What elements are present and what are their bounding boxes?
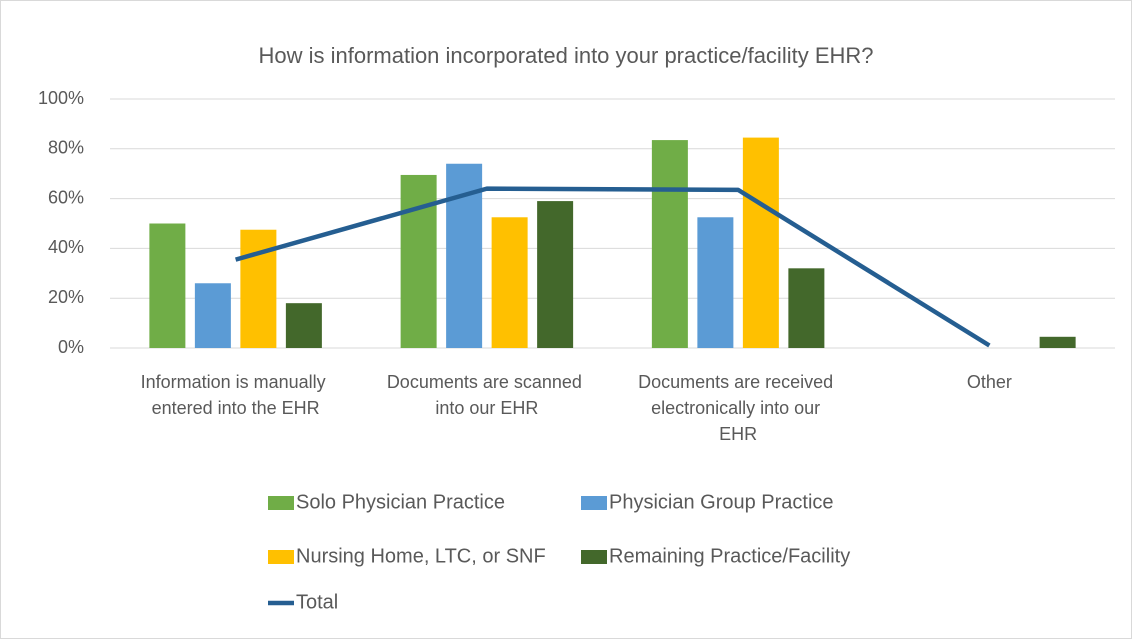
bar bbox=[400, 174, 437, 348]
bar bbox=[788, 268, 825, 348]
legend-swatch bbox=[581, 550, 607, 564]
bar bbox=[742, 137, 779, 348]
legend-swatch bbox=[581, 496, 607, 510]
y-tick-label: 100% bbox=[38, 88, 84, 108]
bar bbox=[149, 223, 186, 348]
legend-label: Remaining Practice/Facility bbox=[609, 545, 850, 567]
bar bbox=[194, 283, 231, 348]
x-tick-label: Documents are scanned into our EHR bbox=[387, 372, 587, 418]
chart-title: How is information incorporated into you… bbox=[258, 43, 873, 68]
y-tick-label: 0% bbox=[58, 337, 84, 357]
x-tick-label: Information is manually entered into the… bbox=[141, 372, 331, 418]
y-tick-label: 20% bbox=[48, 287, 84, 307]
bar bbox=[285, 303, 322, 348]
bar bbox=[697, 217, 734, 348]
line-series bbox=[235, 186, 991, 348]
y-tick-label: 80% bbox=[48, 138, 84, 158]
x-tick-label: Documents are received electronically in… bbox=[638, 372, 838, 444]
y-tick-label: 40% bbox=[48, 237, 84, 257]
y-tick-label: 60% bbox=[48, 187, 84, 207]
bar bbox=[491, 217, 528, 348]
legend-label: Nursing Home, LTC, or SNF bbox=[296, 545, 546, 567]
legend-label: Solo Physician Practice bbox=[296, 491, 505, 513]
bar bbox=[651, 140, 688, 348]
legend-swatch bbox=[268, 550, 294, 564]
bar bbox=[1039, 336, 1076, 348]
x-tick-label: Other bbox=[967, 372, 1012, 392]
legend-label: Total bbox=[296, 591, 338, 613]
legend-swatch bbox=[268, 496, 294, 510]
bar bbox=[537, 201, 574, 348]
legend-label: Physician Group Practice bbox=[609, 491, 834, 513]
